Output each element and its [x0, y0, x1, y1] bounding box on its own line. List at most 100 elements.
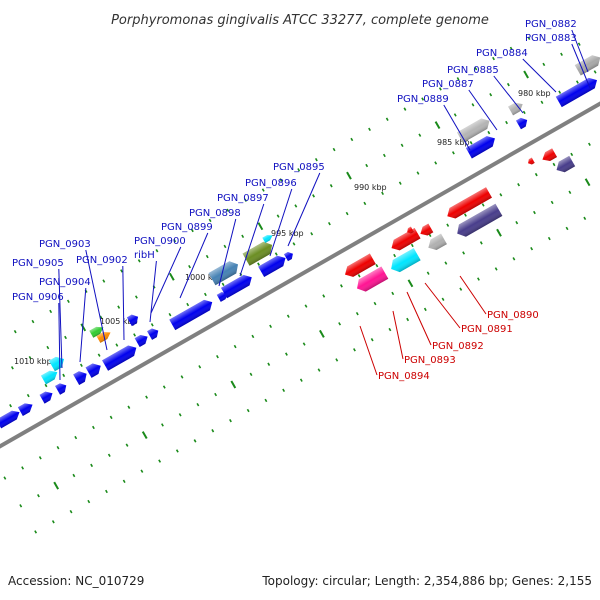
tick-mark [90, 463, 94, 468]
leader-line [406, 291, 432, 346]
gene-arrow[interactable] [454, 203, 503, 240]
tick-mark [292, 242, 296, 246]
tick-mark [407, 279, 414, 288]
tick-mark [426, 271, 430, 275]
gene-arrow[interactable] [527, 157, 535, 166]
tick-mark [9, 404, 12, 408]
tick-mark [223, 244, 227, 249]
tick-mark [505, 120, 508, 125]
tick-mark [469, 141, 473, 145]
gene-arrow[interactable] [354, 266, 389, 295]
tick-mark [400, 143, 404, 148]
gene-arrow[interactable] [39, 389, 55, 404]
gene-arrow[interactable] [126, 312, 141, 327]
tick-mark [13, 329, 17, 334]
gene-arrow[interactable] [456, 116, 492, 143]
gene-arrow[interactable] [0, 408, 22, 429]
tick-mark [438, 87, 442, 91]
gene-arrow[interactable] [342, 253, 376, 280]
tick-label: 985 kbp [437, 138, 470, 147]
gene-label: PGN_0883 [525, 33, 577, 44]
tick-mark [533, 210, 536, 215]
tick-mark [441, 297, 445, 301]
tick-mark [382, 153, 386, 158]
tick-mark [294, 204, 298, 208]
tick-mark [125, 443, 129, 447]
gene-label: PGN_0891 [461, 324, 513, 335]
gene-arrow[interactable] [418, 223, 434, 239]
tick-mark [230, 380, 237, 389]
tick-mark [214, 392, 218, 397]
tick-mark [530, 246, 534, 251]
tick-mark [391, 291, 395, 296]
gene-arrow[interactable] [134, 332, 150, 347]
leader-line [269, 188, 293, 257]
tick-mark [264, 398, 268, 403]
gene-arrow[interactable] [444, 187, 492, 221]
tick-mark [310, 232, 314, 236]
tick-mark [558, 90, 562, 94]
gene-features[interactable] [0, 52, 600, 429]
leader-line [459, 275, 487, 315]
tick-mark [494, 267, 498, 271]
leader-line [443, 104, 471, 151]
gene-arrow[interactable] [221, 272, 255, 299]
gene-arrow[interactable] [89, 324, 105, 338]
gene-arrow[interactable] [102, 343, 139, 371]
gene-arrow[interactable] [258, 253, 288, 278]
gene-arrow[interactable] [284, 250, 295, 262]
gene-arrow[interactable] [389, 227, 421, 253]
gene-arrow[interactable] [17, 400, 35, 416]
gene-label: PGN_0903 [39, 239, 91, 250]
tick-mark [53, 481, 60, 490]
tick-mark [393, 253, 397, 258]
tick-mark [335, 358, 339, 362]
genome-backbone [0, 101, 600, 449]
gene-arrow[interactable] [555, 75, 600, 108]
gene-arrow[interactable] [216, 290, 230, 302]
gene-arrow[interactable] [574, 52, 600, 76]
tick-mark [588, 142, 591, 146]
tick-label: 980 kbp [518, 89, 551, 98]
gene-arrow[interactable] [242, 239, 276, 266]
tick-mark [244, 198, 247, 202]
gene-arrow[interactable] [554, 155, 576, 175]
tick-mark [350, 137, 354, 142]
gene-arrow[interactable] [208, 258, 241, 286]
gene-arrow[interactable] [406, 226, 414, 235]
tick-mark [314, 158, 318, 162]
leader-line [392, 310, 404, 360]
tick-mark [459, 287, 463, 291]
gene-arrow[interactable] [147, 326, 161, 340]
tick-marks [3, 36, 597, 534]
tick-mark [168, 272, 175, 281]
tick-mark [481, 203, 485, 207]
tick-mark [575, 80, 579, 84]
gene-arrow[interactable] [73, 369, 89, 385]
gene-arrow[interactable] [516, 116, 530, 130]
tick-mark [568, 190, 572, 194]
gene-arrow[interactable] [388, 248, 421, 275]
gene-arrow[interactable] [425, 233, 447, 253]
tick-mark [560, 52, 563, 56]
tick-mark [122, 479, 126, 484]
gene-arrow[interactable] [540, 148, 558, 164]
gene-arrow[interactable] [465, 133, 498, 159]
tick-label: 995 kbp [271, 229, 304, 238]
gene-arrow[interactable] [508, 100, 525, 116]
tick-mark [97, 353, 101, 357]
tick-mark [155, 249, 159, 253]
gene-arrow[interactable] [169, 297, 215, 331]
gene-arrow[interactable] [96, 329, 112, 343]
gene-arrow[interactable] [55, 381, 69, 395]
gene-arrow[interactable] [262, 233, 274, 244]
gene-arrow[interactable] [85, 361, 104, 378]
tick-mark [251, 334, 255, 339]
tick-mark [161, 423, 164, 427]
tick-mark [332, 147, 336, 152]
gene-label: PGN_0896 [245, 178, 297, 189]
tick-label: 1000 kbp [185, 273, 223, 282]
tick-mark [178, 413, 182, 417]
gene-labels: PGN_0882 PGN_0883 PGN_0884 PGN_0885 PGN_0887… [12, 19, 577, 382]
gene-arrow[interactable] [40, 368, 60, 385]
